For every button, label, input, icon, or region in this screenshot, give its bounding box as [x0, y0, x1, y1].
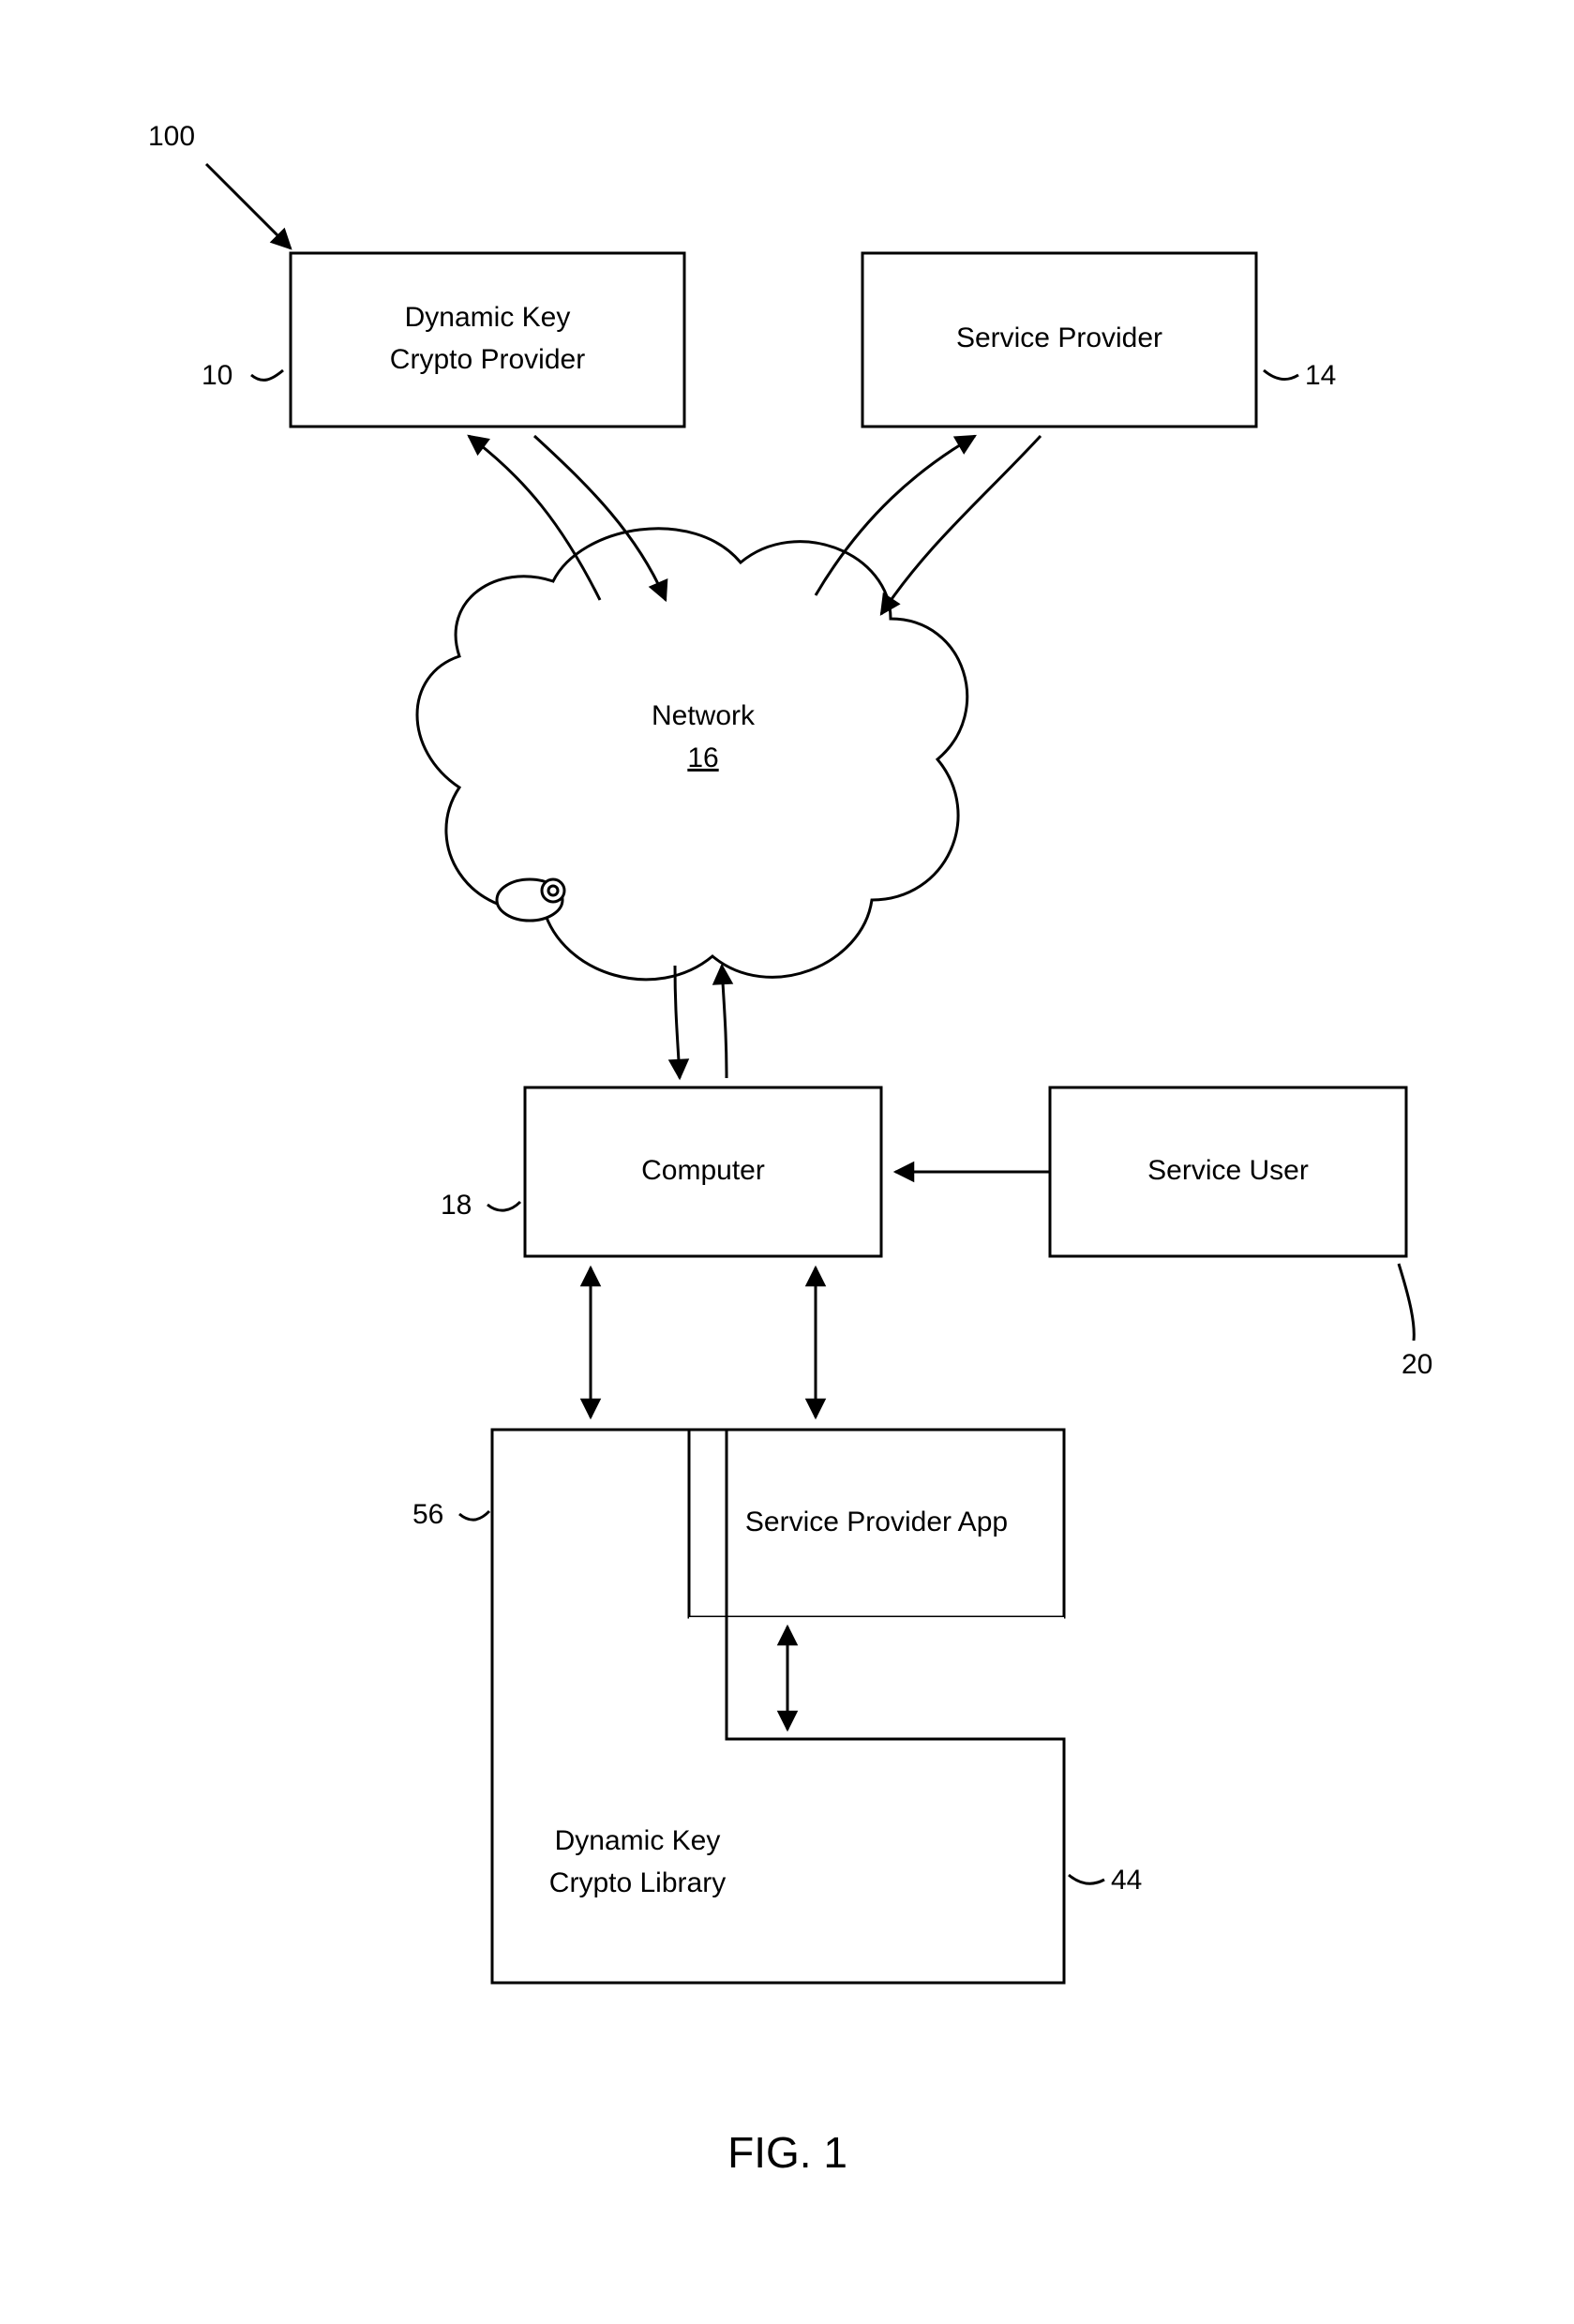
network-label: Network	[652, 700, 756, 731]
service-provider-line1: Service Provider	[956, 322, 1162, 353]
crypto-provider-line2: Crypto Provider	[390, 344, 585, 375]
ref-18-lead	[487, 1202, 520, 1210]
box-service-provider: Service Provider	[862, 253, 1256, 427]
ref-56: 56	[412, 1499, 443, 1530]
figure-caption: FIG. 1	[727, 2128, 847, 2177]
ref-14-lead	[1264, 370, 1298, 380]
computer-line1: Computer	[641, 1155, 765, 1186]
ref-10-lead	[251, 370, 283, 380]
service-user-line1: Service User	[1147, 1155, 1309, 1186]
box-crypto-provider: Dynamic Key Crypto Provider	[291, 253, 684, 427]
computer-to-cloud	[722, 966, 727, 1078]
ref-18: 18	[441, 1190, 472, 1221]
ref-20-lead	[1399, 1264, 1414, 1341]
crypto-provider-line1: Dynamic Key	[405, 302, 571, 333]
crypto-lib-label-1: Dynamic Key	[555, 1825, 721, 1856]
sp-app-label: Service Provider App	[745, 1507, 1008, 1537]
network-ref: 16	[687, 742, 718, 773]
gap	[689, 1617, 1064, 1739]
cloud-blob-eye	[542, 879, 564, 902]
ref-10: 10	[202, 360, 232, 391]
ref-44: 44	[1111, 1865, 1142, 1896]
ref-100: 100	[148, 121, 195, 152]
cloud-to-computer	[675, 966, 680, 1078]
box-service-user: Service User	[1050, 1087, 1406, 1256]
crypto-lib-label-2: Crypto Library	[549, 1867, 726, 1898]
box-computer: Computer	[525, 1087, 881, 1256]
ref-20: 20	[1402, 1349, 1432, 1380]
ref-14: 14	[1305, 360, 1336, 391]
figure-1-diagram: 100 Network 16 Dynamic Key Crypto Provid…	[0, 0, 1574, 2324]
ref-100-lead	[206, 164, 291, 248]
service-provider-to-cloud	[881, 436, 1041, 614]
